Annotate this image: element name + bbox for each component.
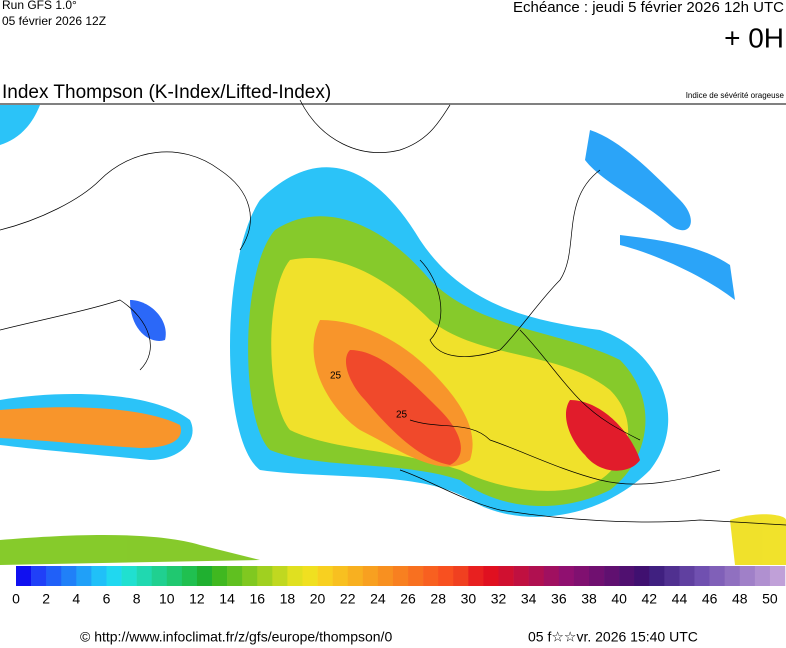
color-swatch (242, 566, 258, 586)
run-label: Run GFS 1.0° (2, 0, 77, 12)
colorbar-tick-label: 48 (732, 591, 748, 607)
colorbar-tick-label: 46 (702, 591, 718, 607)
color-swatch (272, 566, 288, 586)
color-swatch (76, 566, 92, 586)
map-subtitle: Indice de sévérité orageuse (686, 91, 785, 100)
colorbar-tick-label: 16 (249, 591, 265, 607)
color-swatch (121, 566, 137, 586)
color-swatch (498, 566, 514, 586)
color-swatch (528, 566, 545, 586)
color-swatch (332, 566, 349, 586)
color-swatch (151, 566, 168, 586)
color-swatch (166, 566, 183, 586)
color-swatch (302, 566, 318, 586)
generated-time: 05 f☆☆vr. 2026 15:40 UTC (528, 629, 698, 645)
color-swatch (317, 566, 333, 586)
color-swatch (106, 566, 122, 586)
color-swatch (136, 566, 153, 586)
colorbar-tick-label: 40 (611, 591, 627, 607)
colorbar-tick-label: 30 (461, 591, 477, 607)
color-swatch (46, 566, 62, 586)
color-swatch (724, 566, 741, 586)
colorbar-tick-label: 8 (133, 591, 141, 607)
color-swatch (257, 566, 273, 586)
color-swatch (61, 566, 77, 586)
color-swatch (362, 566, 379, 586)
colorbar-tick-label: 26 (400, 591, 416, 607)
contour-label: 25 (396, 410, 408, 421)
color-swatch (513, 566, 529, 586)
color-swatch (181, 566, 198, 586)
color-swatch (664, 566, 680, 586)
colorbar-tick-label: 38 (581, 591, 597, 607)
valid-time: Echéance : jeudi 5 février 2026 12h UTC (513, 0, 784, 16)
color-swatch (377, 566, 394, 586)
color-swatch (709, 566, 725, 586)
color-swatch (31, 566, 47, 586)
colorbar-tick-label: 36 (551, 591, 567, 607)
color-swatch (287, 566, 303, 586)
color-swatch (483, 566, 499, 586)
color-swatch (649, 566, 665, 586)
contour-label: 25 (330, 371, 342, 382)
color-swatch (408, 566, 424, 586)
color-swatch (679, 566, 695, 586)
colorbar-tick-label: 34 (521, 591, 537, 607)
colorbar-tick-label: 0 (12, 591, 20, 607)
color-swatch (212, 566, 228, 586)
colorbar-tick-label: 50 (762, 591, 778, 607)
color-swatch (392, 566, 409, 586)
color-swatch (196, 566, 213, 586)
colorbar-tick-label: 18 (280, 591, 296, 607)
colorbar-tick-label: 2 (42, 591, 50, 607)
color-swatch (543, 566, 560, 586)
color-swatch (438, 566, 454, 586)
colorbar-tick-label: 20 (310, 591, 326, 607)
color-swatch (739, 566, 756, 586)
color-swatch (604, 566, 620, 586)
colorbar-tick-label: 28 (430, 591, 446, 607)
color-swatch (619, 566, 635, 586)
run-date: 05 février 2026 12Z (2, 14, 106, 28)
colorbar-tick-label: 10 (159, 591, 175, 607)
color-swatch (453, 566, 469, 586)
color-swatch (754, 566, 771, 586)
color-swatch (588, 566, 605, 586)
colorbar-tick-label: 42 (642, 591, 658, 607)
map-title: Index Thompson (K-Index/Lifted-Index) (2, 82, 331, 103)
colorbar-tick-label: 4 (72, 591, 80, 607)
color-swatch (468, 566, 484, 586)
color-swatch (227, 566, 243, 586)
colorbar-tick-label: 12 (189, 591, 205, 607)
color-swatch (694, 566, 710, 586)
contour-labels: 25 25 (330, 371, 408, 421)
colorbar-tick-label: 14 (219, 591, 235, 607)
color-swatch (573, 566, 590, 586)
colorbar: 0 2 4 6 8 10 12 14 16 18 20 22 24 26 28 30 32 34 36 38 40 42 4… (12, 566, 786, 607)
colorbar-tick-label: 44 (672, 591, 688, 607)
lead-time: + 0H (724, 22, 784, 53)
colorbar-tick-label: 24 (370, 591, 386, 607)
color-swatch (634, 566, 650, 586)
color-swatch (91, 566, 107, 586)
color-swatch (16, 566, 32, 586)
color-swatch (347, 566, 364, 586)
color-swatch (423, 566, 439, 586)
source-url: © http://www.infoclimat.fr/z/gfs/europe/… (80, 629, 392, 645)
colorbar-tick-label: 6 (103, 591, 111, 607)
colorbar-tick-label: 22 (340, 591, 356, 607)
color-swatch (769, 566, 786, 586)
field (0, 105, 786, 565)
colorbar-tick-label: 32 (491, 591, 507, 607)
color-swatch (558, 566, 575, 586)
